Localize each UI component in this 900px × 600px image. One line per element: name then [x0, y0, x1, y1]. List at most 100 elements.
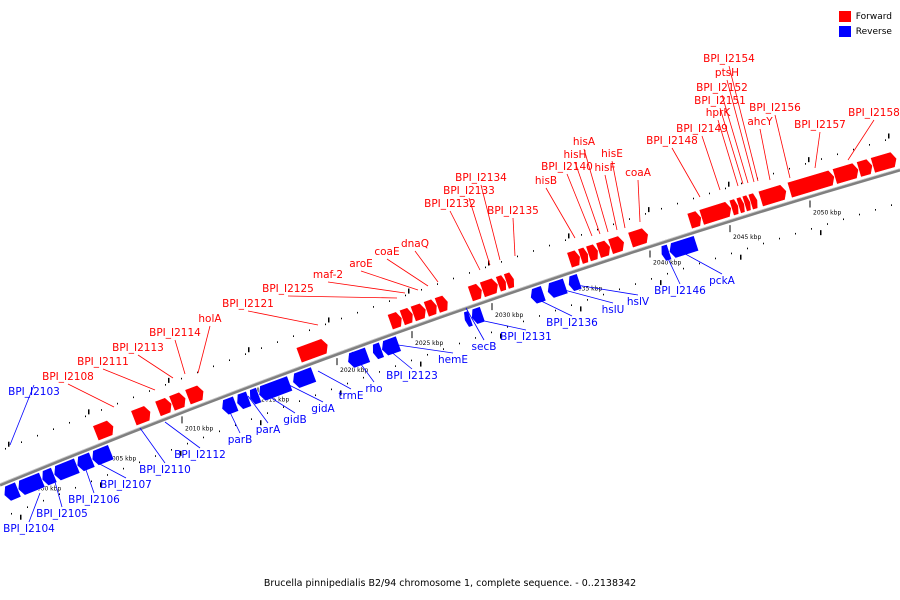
forward-gene-label[interactable]: BPI_I2156: [749, 102, 801, 114]
forward-gene-label[interactable]: maf-2: [313, 269, 343, 281]
forward-gene-27[interactable]: [467, 283, 483, 302]
reverse-gene-33[interactable]: [568, 273, 583, 292]
reverse-gene-label[interactable]: gidB: [283, 414, 306, 426]
forward-gene-24[interactable]: [434, 294, 449, 314]
forward-gene-47[interactable]: [747, 192, 759, 211]
reverse-gene-14[interactable]: [258, 375, 294, 402]
forward-gene-label[interactable]: coaE: [374, 246, 399, 258]
forward-gene-label[interactable]: BPI_I2125: [262, 283, 314, 295]
forward-gene-35[interactable]: [577, 246, 589, 265]
forward-gene-34[interactable]: [566, 249, 581, 269]
forward-gene-label[interactable]: BPI_I2111: [77, 356, 129, 368]
forward-gene-48[interactable]: [757, 184, 787, 208]
forward-gene-20[interactable]: [386, 311, 403, 331]
forward-gene-46[interactable]: [741, 194, 752, 213]
forward-gene-7[interactable]: [130, 405, 151, 427]
forward-gene-label[interactable]: BPI_I2113: [112, 342, 164, 354]
forward-gene-label[interactable]: aroE: [349, 258, 373, 270]
reverse-gene-label[interactable]: BPI_I2103: [8, 386, 60, 398]
reverse-gene-label[interactable]: parA: [256, 424, 281, 436]
forward-gene-label[interactable]: hisB: [535, 175, 557, 187]
reverse-gene-label[interactable]: hemE: [438, 354, 468, 366]
forward-gene-39[interactable]: [627, 227, 649, 249]
forward-gene-label[interactable]: BPI_I2133: [443, 185, 495, 197]
forward-gene-28[interactable]: [479, 277, 499, 298]
forward-gene-label[interactable]: holA: [198, 313, 222, 325]
forward-gene-label[interactable]: BPI_I2151: [694, 95, 746, 107]
forward-gene-label[interactable]: BPI_I2154: [703, 53, 755, 65]
reverse-gene-17[interactable]: [347, 346, 371, 369]
forward-gene-42[interactable]: [686, 210, 702, 230]
reverse-gene-31[interactable]: [530, 285, 547, 305]
reverse-gene-label[interactable]: BPI_I2105: [36, 508, 88, 520]
forward-gene-label[interactable]: BPI_I2135: [487, 205, 539, 217]
forward-gene-22[interactable]: [409, 302, 427, 322]
reverse-gene-25[interactable]: [463, 310, 474, 328]
forward-gene-43[interactable]: [698, 201, 732, 226]
reverse-gene-label[interactable]: gidA: [311, 403, 335, 415]
reverse-gene-11[interactable]: [221, 395, 240, 416]
forward-gene-label[interactable]: hisE: [601, 148, 623, 160]
reverse-gene-26[interactable]: [471, 306, 486, 325]
reverse-gene-label[interactable]: BPI_I2136: [546, 317, 598, 329]
reverse-gene-label[interactable]: BPI_I2131: [500, 331, 552, 343]
reverse-gene-5[interactable]: [91, 444, 115, 466]
forward-gene-51[interactable]: [856, 158, 873, 178]
reverse-gene-label[interactable]: BPI_I2104: [3, 523, 55, 535]
forward-gene-37[interactable]: [595, 239, 611, 259]
forward-gene-label[interactable]: BPI_I2132: [424, 198, 476, 210]
forward-gene-36[interactable]: [585, 243, 599, 262]
forward-gene-23[interactable]: [423, 298, 438, 318]
forward-gene-label[interactable]: ptsH: [715, 67, 739, 79]
forward-gene-16[interactable]: [295, 338, 329, 364]
reverse-gene-label[interactable]: trmE: [338, 390, 363, 402]
forward-gene-45[interactable]: [735, 196, 746, 214]
forward-gene-label[interactable]: BPI_I2121: [222, 298, 274, 310]
reverse-gene-label[interactable]: parB: [228, 434, 253, 446]
reverse-gene-15[interactable]: [292, 366, 317, 389]
forward-gene-label[interactable]: BPI_I2114: [149, 327, 201, 339]
reverse-gene-label[interactable]: BPI_I2107: [100, 479, 152, 491]
minor-dot: [325, 323, 326, 326]
forward-gene-label[interactable]: BPI_I2134: [455, 172, 507, 184]
forward-gene-label[interactable]: dnaQ: [401, 238, 429, 250]
reverse-gene-label[interactable]: rho: [365, 383, 382, 395]
forward-gene-38[interactable]: [607, 235, 625, 255]
reverse-gene-label[interactable]: BPI_I2123: [386, 370, 438, 382]
reverse-gene-label[interactable]: pckA: [709, 275, 736, 287]
forward-gene-10[interactable]: [184, 384, 205, 406]
forward-gene-6[interactable]: [92, 419, 114, 442]
forward-gene-label[interactable]: hisA: [573, 136, 596, 148]
forward-gene-9[interactable]: [168, 391, 187, 412]
reverse-gene-label[interactable]: BPI_I2110: [139, 464, 191, 476]
reverse-gene-label[interactable]: hslU: [602, 304, 625, 316]
forward-gene-8[interactable]: [154, 397, 173, 417]
forward-gene-label[interactable]: hisF: [594, 162, 615, 174]
forward-gene-label[interactable]: BPI_I2148: [646, 135, 698, 147]
forward-gene-44[interactable]: [728, 198, 740, 217]
forward-gene-label[interactable]: BPI_I2157: [794, 119, 846, 131]
reverse-gene-label[interactable]: secB: [472, 341, 497, 353]
forward-gene-52[interactable]: [870, 151, 898, 174]
forward-gene-label[interactable]: hisH: [564, 149, 587, 161]
forward-gene-30[interactable]: [503, 271, 515, 290]
reverse-gene-label[interactable]: BPI_I2146: [654, 285, 706, 297]
reverse-gene-12[interactable]: [236, 390, 253, 410]
forward-gene-label[interactable]: BPI_I2140: [541, 161, 593, 173]
reverse-gene-label[interactable]: BPI_I2112: [174, 449, 226, 461]
forward-gene-50[interactable]: [831, 162, 859, 185]
forward-gene-label[interactable]: BPI_I2108: [42, 371, 94, 383]
reverse-gene-label[interactable]: hslV: [627, 296, 650, 308]
forward-gene-label[interactable]: ahcY: [747, 116, 773, 128]
forward-gene-label[interactable]: BPI_I2152: [696, 82, 748, 94]
forward-gene-label[interactable]: BPI_I2149: [676, 123, 728, 135]
reverse-gene-label[interactable]: BPI_I2106: [68, 494, 120, 506]
reverse-gene-19[interactable]: [381, 335, 402, 357]
forward-gene-49[interactable]: [786, 169, 835, 199]
forward-gene-label[interactable]: hprK: [706, 107, 732, 119]
reverse-gene-41[interactable]: [668, 235, 700, 259]
forward-gene-label[interactable]: coaA: [625, 167, 652, 179]
forward-gene-label[interactable]: BPI_I2158: [848, 107, 900, 119]
forward-gene-21[interactable]: [398, 307, 414, 326]
forward-gene-29[interactable]: [495, 274, 507, 293]
